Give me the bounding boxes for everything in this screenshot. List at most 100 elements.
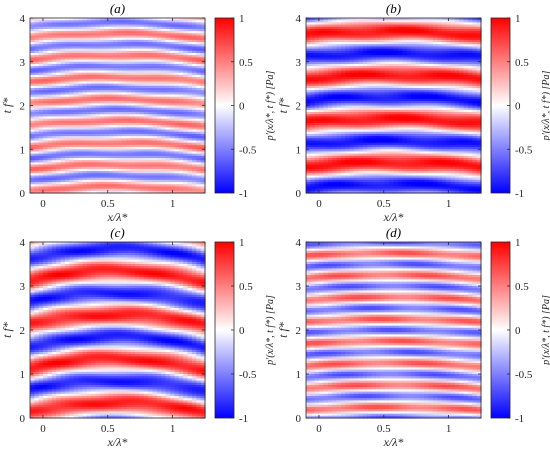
heatmap-cell <box>56 44 62 48</box>
heatmap-cell <box>108 22 114 26</box>
heatmap-cell <box>362 68 368 72</box>
heatmap-cell <box>187 101 193 104</box>
heatmap-cell <box>380 39 386 43</box>
heatmap-cell <box>402 42 408 45</box>
heatmap-cell <box>174 131 180 135</box>
heatmap-cell <box>161 125 167 128</box>
heatmap-cell <box>384 98 390 102</box>
heatmap-cell <box>437 109 443 113</box>
heatmap-cell <box>358 53 364 56</box>
heatmap-cell <box>306 57 311 61</box>
heatmap-cell <box>178 72 184 76</box>
heatmap-cell <box>332 63 338 67</box>
heatmap-cell <box>117 53 123 56</box>
heatmap-cell <box>65 24 70 28</box>
heatmap-cell <box>376 101 381 104</box>
heatmap-cell <box>354 81 360 85</box>
heatmap-cell <box>43 39 49 43</box>
heatmap-cell <box>108 184 114 188</box>
heatmap-cell <box>454 48 460 52</box>
heatmap-cell <box>327 79 333 83</box>
heatmap-cell <box>130 61 136 65</box>
heatmap-cell <box>104 20 110 23</box>
heatmap-cell <box>104 61 110 65</box>
heatmap-cell <box>126 160 132 163</box>
heatmap-cell <box>384 46 390 50</box>
heatmap-cell <box>170 44 175 48</box>
heatmap-cell <box>446 94 451 98</box>
heatmap-cell <box>121 186 127 190</box>
heatmap-cell <box>165 114 171 118</box>
heatmap-cell <box>130 173 136 177</box>
heatmap-cell <box>402 68 408 72</box>
heatmap-cell <box>310 70 316 74</box>
heatmap-cell <box>349 109 355 113</box>
heatmap-cell <box>121 107 127 111</box>
heatmap-cell <box>73 94 79 98</box>
heatmap-cell <box>82 184 88 188</box>
heatmap-cell <box>95 53 101 56</box>
heatmap-cell <box>170 24 175 28</box>
heatmap-cell <box>126 175 132 179</box>
heatmap-cell <box>104 138 110 142</box>
heatmap-cell <box>34 46 40 50</box>
heatmap-cell <box>69 151 75 155</box>
heatmap-cell <box>174 85 180 89</box>
heatmap-cell <box>143 129 149 133</box>
heatmap-cell <box>428 35 434 39</box>
heatmap-cell <box>358 37 364 41</box>
heatmap-cell <box>349 46 355 50</box>
heatmap-cell <box>51 48 57 52</box>
heatmap-cell <box>336 42 342 45</box>
heatmap-cell <box>393 94 399 98</box>
heatmap-cell <box>380 107 386 111</box>
heatmap-cell <box>69 127 75 131</box>
heatmap-cell <box>345 68 351 72</box>
heatmap-cell <box>47 83 53 87</box>
heatmap-cell <box>376 39 381 43</box>
heatmap-cell <box>345 98 351 102</box>
heatmap-cell <box>78 88 84 91</box>
heatmap-cell <box>135 24 140 28</box>
heatmap-cell <box>161 28 167 32</box>
heatmap-cell <box>467 28 473 32</box>
heatmap-cell <box>65 160 70 163</box>
heatmap-cell <box>47 61 53 65</box>
heatmap-cell <box>459 85 465 89</box>
heatmap-cell <box>441 22 447 26</box>
heatmap-cell <box>161 81 167 85</box>
heatmap-cell <box>152 88 158 91</box>
heatmap-cell <box>376 59 381 63</box>
heatmap-cell <box>402 70 408 74</box>
heatmap-cell <box>428 59 434 63</box>
heatmap-cell <box>371 37 377 41</box>
heatmap-cell <box>380 79 386 83</box>
heatmap-cell <box>336 48 342 52</box>
heatmap-cell <box>91 136 97 139</box>
heatmap-cell <box>183 116 189 120</box>
heatmap-cell <box>319 94 325 98</box>
heatmap-cell <box>467 18 473 21</box>
heatmap-cell <box>78 98 84 102</box>
heatmap-cell <box>95 101 101 104</box>
heatmap-cell <box>60 55 66 58</box>
heatmap-cell <box>65 94 70 98</box>
heatmap-cell <box>95 188 101 192</box>
heatmap-cell <box>156 116 162 120</box>
heatmap-cell <box>56 98 62 102</box>
heatmap-cell <box>82 118 88 122</box>
heatmap-cell <box>446 68 451 72</box>
heatmap-cell <box>428 72 434 76</box>
heatmap-cell <box>43 44 49 48</box>
heatmap-cell <box>463 96 469 100</box>
heatmap-cell <box>341 35 346 39</box>
heatmap-cell <box>100 160 105 163</box>
heatmap-cell <box>30 44 35 48</box>
heatmap-cell <box>196 92 202 96</box>
heatmap-cell <box>402 59 408 63</box>
heatmap-cell <box>367 63 373 67</box>
heatmap-cell <box>82 77 88 80</box>
heatmap-cell <box>200 79 206 83</box>
heatmap-cell <box>135 88 140 91</box>
heatmap-cell <box>358 33 364 37</box>
